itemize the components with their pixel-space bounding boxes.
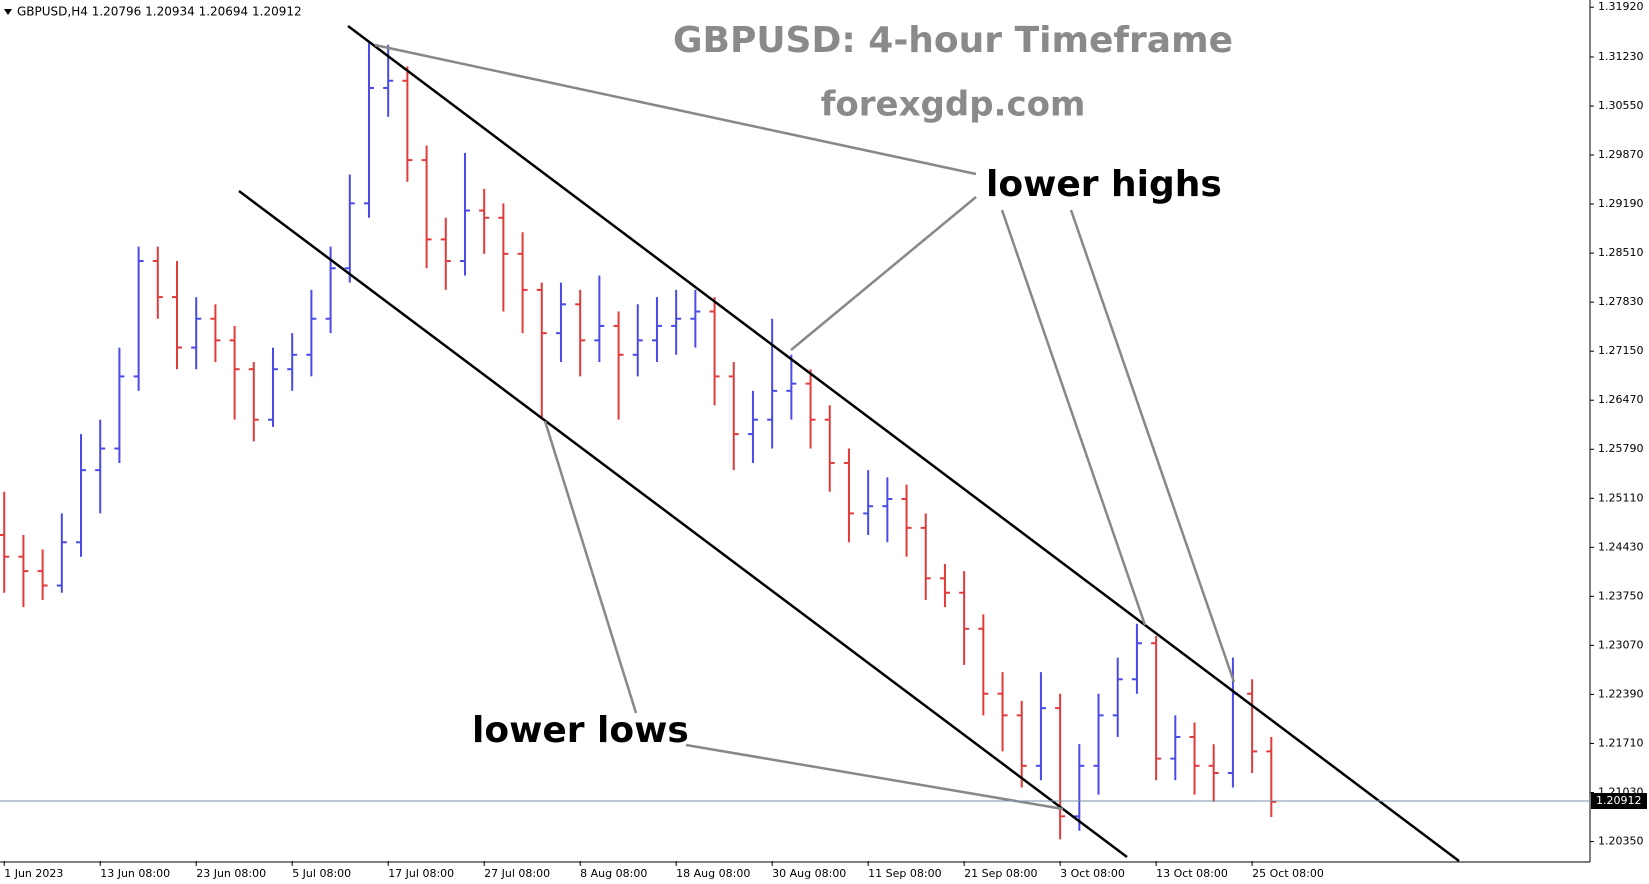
lower-channel-line bbox=[238, 190, 1128, 858]
y-tick-label: 1.27150 bbox=[1598, 344, 1644, 357]
x-tick-label: 18 Aug 08:00 bbox=[676, 867, 750, 880]
y-tick-label: 1.23750 bbox=[1598, 589, 1644, 602]
annotation: lower lows bbox=[472, 710, 689, 751]
pointer-line bbox=[790, 196, 977, 351]
y-tick-label: 1.20350 bbox=[1598, 835, 1644, 848]
menu-arrow[interactable] bbox=[4, 9, 12, 15]
x-tick-label: 25 Oct 08:00 bbox=[1252, 867, 1324, 880]
pointer-line bbox=[1000, 209, 1147, 626]
y-tick-label: 1.24430 bbox=[1598, 540, 1644, 553]
x-tick-label: 30 Aug 08:00 bbox=[772, 867, 846, 880]
y-tick-label: 1.31230 bbox=[1598, 50, 1644, 63]
last-price-box bbox=[1591, 793, 1647, 810]
y-tick-label: 1.31920 bbox=[1598, 0, 1644, 13]
x-tick-label: 23 Jun 08:00 bbox=[196, 867, 266, 880]
pointer-line bbox=[685, 743, 1064, 811]
x-tick-label: 11 Sep 08:00 bbox=[868, 867, 941, 880]
y-tick-label: 1.25110 bbox=[1598, 491, 1644, 504]
y-tick-label: 1.29870 bbox=[1598, 148, 1644, 161]
last-price-label: 1.20912 bbox=[1596, 794, 1642, 807]
y-tick-label: 1.28510 bbox=[1598, 246, 1644, 259]
x-tick-label: 13 Jun 08:00 bbox=[100, 867, 170, 880]
pointer-line bbox=[543, 420, 638, 714]
chart-title: GBPUSD: 4-hour Timeframe bbox=[673, 20, 1233, 61]
x-tick-label: 21 Sep 08:00 bbox=[964, 867, 1037, 880]
y-tick-label: 1.30550 bbox=[1598, 99, 1644, 112]
x-tick-label: 1 Jun 2023 bbox=[4, 867, 63, 880]
x-tick-label: 17 Jul 08:00 bbox=[388, 867, 454, 880]
symbol-info: GBPUSD,H4 1.20796 1.20934 1.20694 1.2091… bbox=[17, 5, 302, 19]
chart-subtitle: forexgdp.com bbox=[821, 85, 1086, 125]
x-tick-label: 13 Oct 08:00 bbox=[1156, 867, 1228, 880]
x-tick-label: 5 Jul 08:00 bbox=[292, 867, 351, 880]
x-tick-label: 3 Oct 08:00 bbox=[1060, 867, 1125, 880]
upper-channel-line bbox=[347, 25, 1460, 862]
y-tick-label: 1.23070 bbox=[1598, 638, 1644, 651]
x-tick-label: 8 Aug 08:00 bbox=[580, 867, 647, 880]
y-tick-label: 1.29190 bbox=[1598, 197, 1644, 210]
pointer-lines bbox=[374, 43, 1236, 811]
x-tick-label: 27 Jul 08:00 bbox=[484, 867, 550, 880]
pointer-line bbox=[374, 43, 977, 176]
y-tick-label: 1.22390 bbox=[1598, 687, 1644, 700]
pointer-line bbox=[1069, 209, 1236, 683]
y-tick-label: 1.26470 bbox=[1598, 393, 1644, 406]
y-tick-label: 1.25790 bbox=[1598, 442, 1644, 455]
y-tick-label: 1.21710 bbox=[1598, 736, 1644, 749]
y-tick-label: 1.27830 bbox=[1598, 295, 1644, 308]
annotation: lower highs bbox=[986, 164, 1222, 205]
